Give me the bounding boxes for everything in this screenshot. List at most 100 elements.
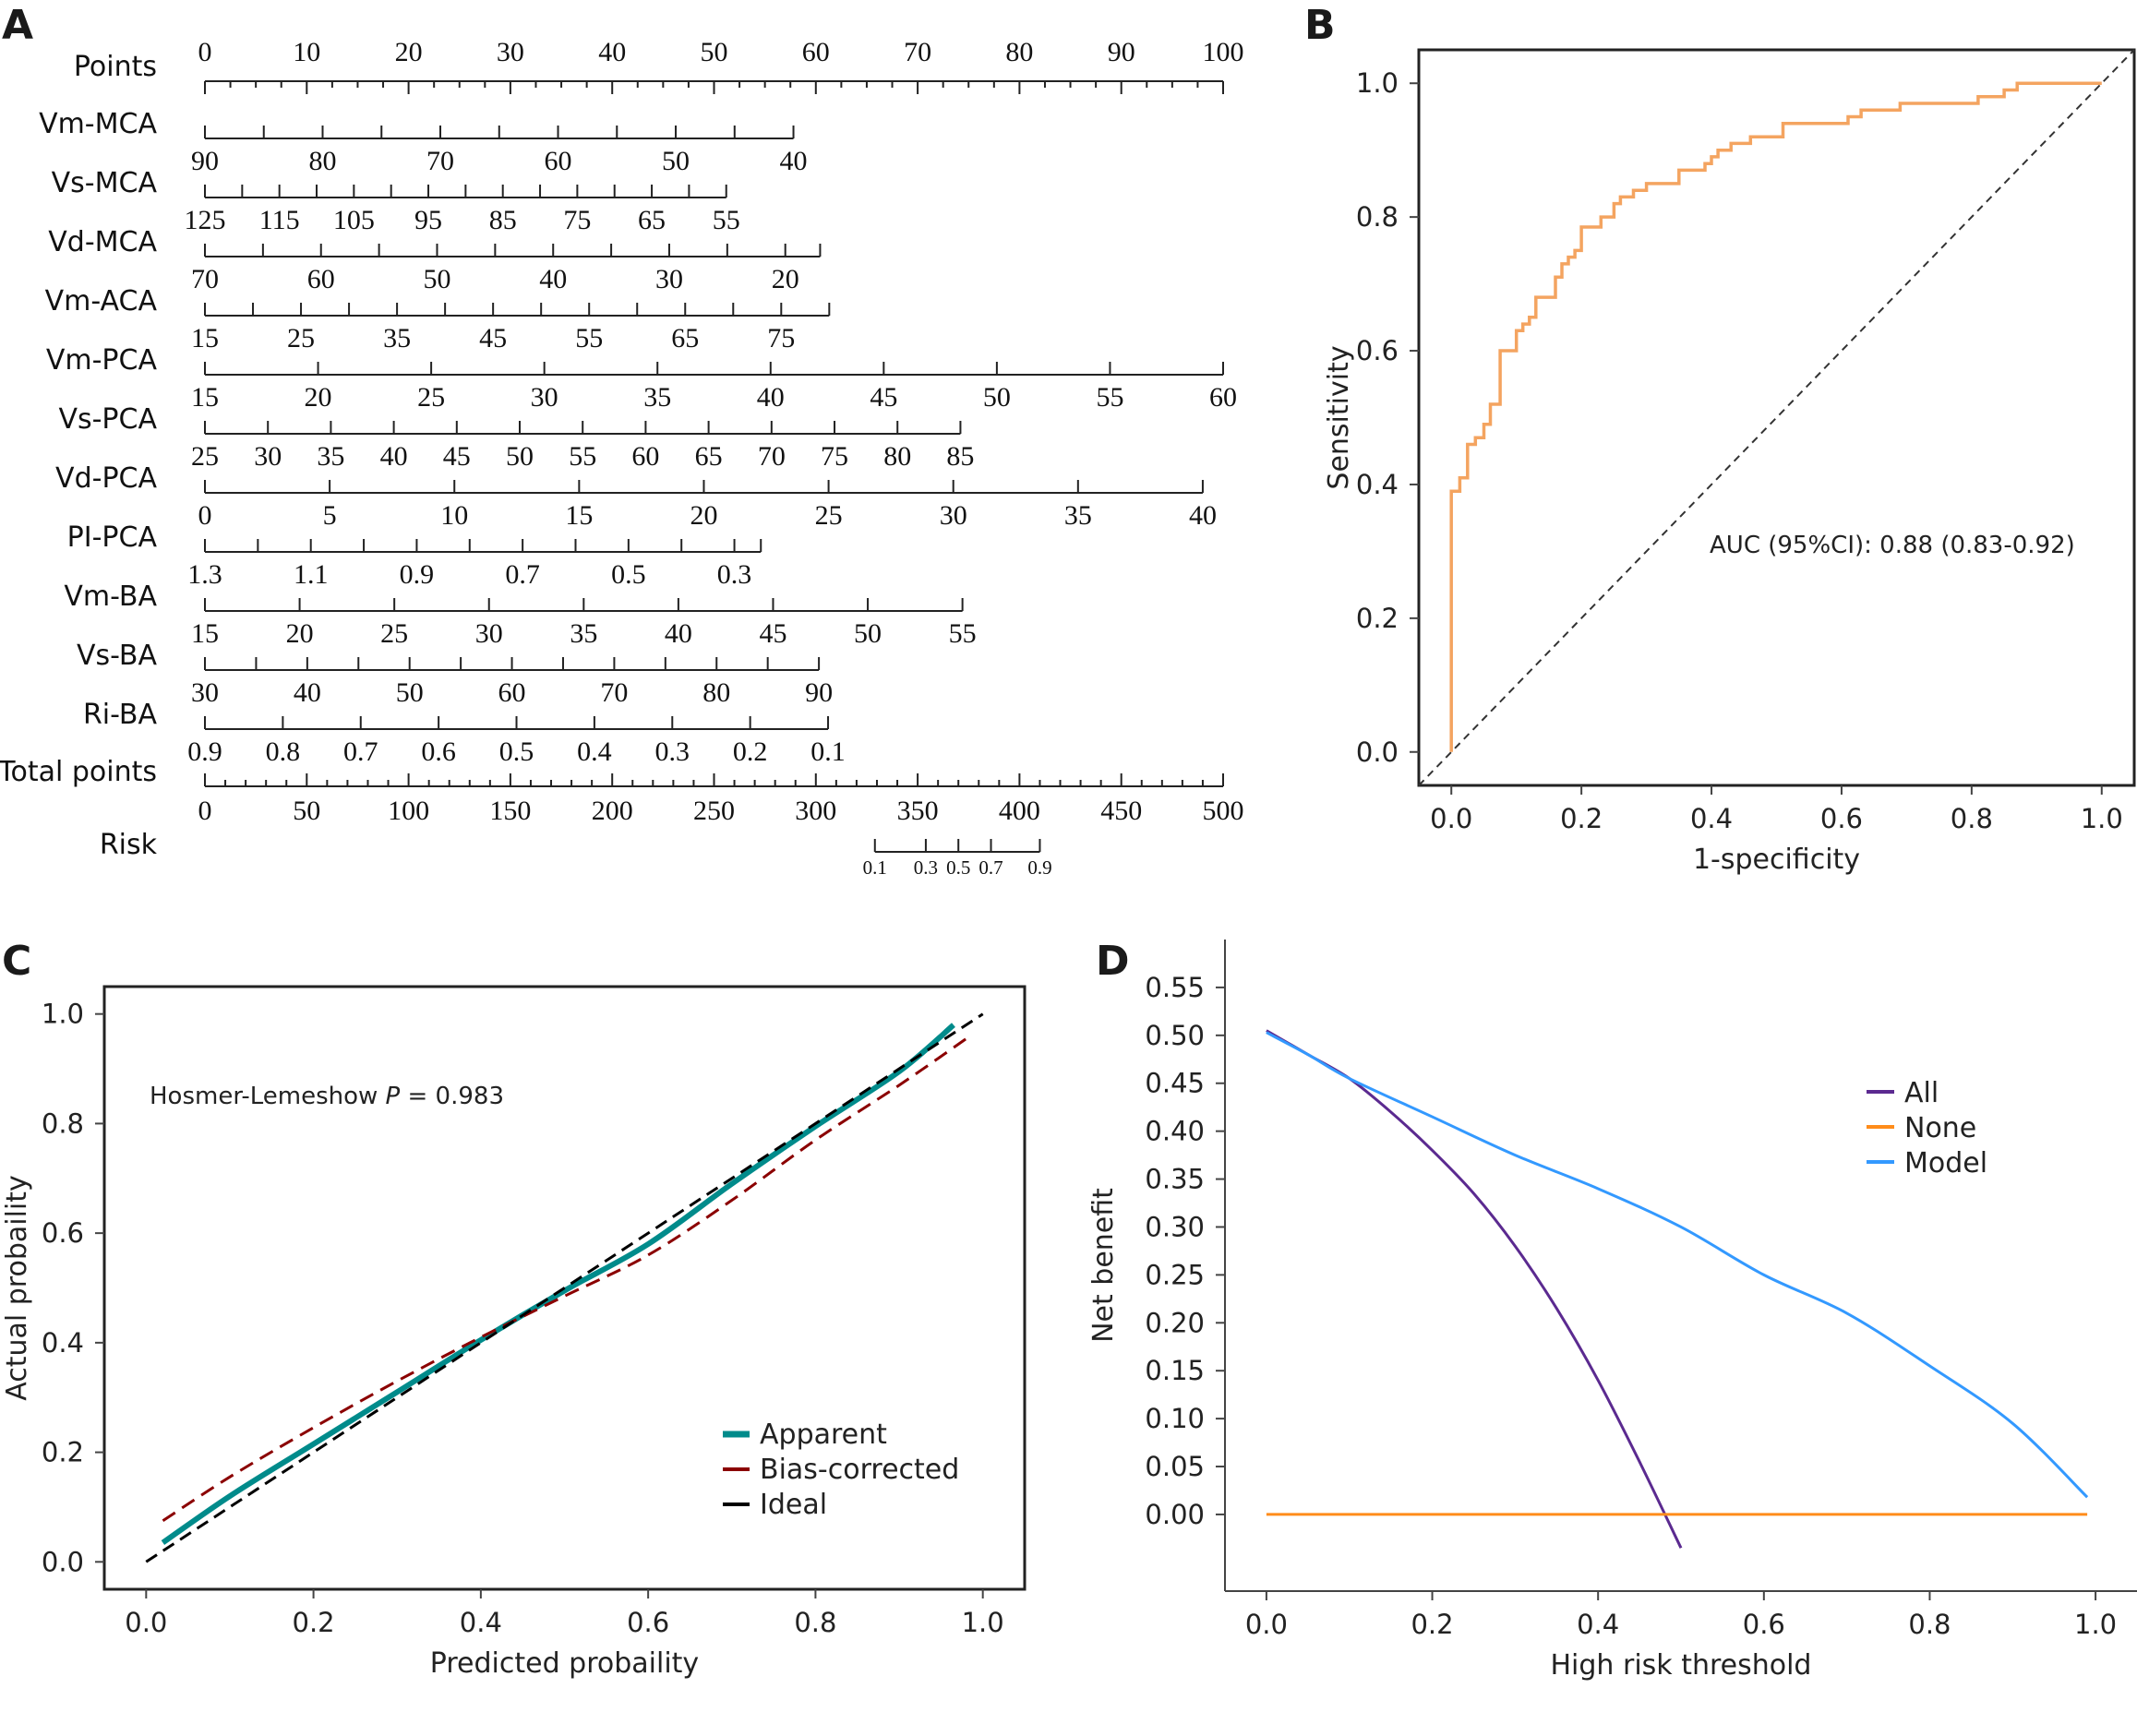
points-tick-label: 30 bbox=[497, 37, 524, 67]
y-tick-label: 0.35 bbox=[1145, 1164, 1205, 1195]
scale-tick-label: 55 bbox=[949, 618, 977, 649]
scale-tick-label: 50 bbox=[983, 382, 1011, 413]
x-tick-label: 0.4 bbox=[460, 1607, 502, 1638]
calibration-line-ideal bbox=[145, 1012, 984, 1563]
y-axis-title: Actual probaility bbox=[1, 1175, 33, 1401]
nomogram-row-label: Total points bbox=[0, 756, 157, 788]
x-tick-label: 0.6 bbox=[627, 1607, 669, 1638]
scale-tick-label: 50 bbox=[506, 441, 534, 472]
scale-tick-label: 15 bbox=[191, 618, 219, 649]
y-axis-title: Sensitivity bbox=[1323, 345, 1355, 489]
scale-tick-label: 1.3 bbox=[187, 559, 222, 590]
decision-curve-panel: 0.0 0.2 0.4 0.6 0.8 1.0 0.00 0.05 0.10 0.15 0.20 0.… bbox=[1087, 940, 2137, 1682]
x-tick-label: 0.2 bbox=[1411, 1609, 1453, 1640]
scale-tick-label: 30 bbox=[940, 500, 967, 531]
total-tick-label: 100 bbox=[388, 796, 429, 826]
scale-tick-label: 15 bbox=[565, 500, 593, 531]
calibration-line-apparent bbox=[161, 1023, 955, 1546]
scale-tick-label: 30 bbox=[191, 677, 219, 708]
y-tick-label: 0.0 bbox=[1356, 736, 1399, 768]
scale-tick-label: 25 bbox=[380, 618, 408, 649]
dca-line-all bbox=[1266, 1029, 1683, 1549]
nomogram-row-label: Vm-BA bbox=[64, 581, 157, 613]
y-tick-label: 0.0 bbox=[42, 1546, 84, 1577]
y-axis-title: Net benefit bbox=[1087, 1188, 1120, 1343]
scale-tick-label: 20 bbox=[772, 264, 799, 294]
scale-tick-label: 45 bbox=[759, 618, 786, 649]
scale-tick-label: 0.1 bbox=[810, 736, 846, 767]
y-tick-label: 0.00 bbox=[1145, 1499, 1205, 1530]
points-tick-label: 40 bbox=[598, 37, 626, 67]
scale-tick-label: 70 bbox=[426, 146, 454, 176]
y-tick-label: 0.30 bbox=[1145, 1211, 1205, 1242]
scale-tick-label: 55 bbox=[569, 441, 596, 472]
scale-tick-label: 20 bbox=[305, 382, 332, 413]
scale-tick-label: 5 bbox=[323, 500, 337, 531]
scale-tick-label: 40 bbox=[1189, 500, 1217, 531]
points-tick-label: 70 bbox=[904, 37, 931, 67]
scale-tick-label: 35 bbox=[570, 618, 597, 649]
x-tick-label: 0.8 bbox=[794, 1607, 836, 1638]
scale-tick-label: 40 bbox=[380, 441, 408, 472]
y-tick-label: 0.4 bbox=[42, 1327, 84, 1359]
y-tick-label: 0.6 bbox=[42, 1217, 84, 1249]
scale-tick-label: 45 bbox=[479, 323, 507, 353]
points-tick-label: 0 bbox=[198, 37, 212, 67]
scale-tick-label: 35 bbox=[643, 382, 671, 413]
scale-tick-label: 50 bbox=[854, 618, 882, 649]
scale-tick-label: 0.4 bbox=[577, 736, 612, 767]
scale-tick-label: 70 bbox=[758, 441, 786, 472]
scale-tick-label: 80 bbox=[309, 146, 337, 176]
y-tick-label: 0.50 bbox=[1145, 1020, 1205, 1051]
scale-tick-label: 40 bbox=[757, 382, 785, 413]
points-tick-label: 80 bbox=[1005, 37, 1033, 67]
y-tick-label: 1.0 bbox=[42, 999, 84, 1030]
points-tick-label: 60 bbox=[802, 37, 830, 67]
scale-tick-label: 45 bbox=[443, 441, 471, 472]
scale-tick-label: 20 bbox=[690, 500, 717, 531]
roc-panel: 0.0 0.2 0.4 0.6 0.8 1.0 0.0 0.2 0.4 0.6 0.8 1.0 1-sp… bbox=[1323, 48, 2136, 876]
total-tick-label: 500 bbox=[1203, 796, 1244, 826]
y-tick-label: 0.10 bbox=[1145, 1403, 1205, 1434]
nomogram-row-label: Vd-PCA bbox=[55, 462, 157, 495]
scale-tick-label: 70 bbox=[600, 677, 628, 708]
y-tick-label: 0.55 bbox=[1145, 972, 1205, 1003]
scale-tick-label: 50 bbox=[396, 677, 424, 708]
legend-label: Apparent bbox=[760, 1419, 887, 1451]
legend-label: All bbox=[1904, 1077, 1939, 1109]
nomogram-row-label: Vm-ACA bbox=[45, 285, 158, 317]
legend-label: Bias-corrected bbox=[760, 1454, 959, 1486]
scale-tick-label: 40 bbox=[294, 677, 321, 708]
scale-tick-label: 0.7 bbox=[343, 736, 378, 767]
annotation-value: = 0.983 bbox=[400, 1083, 504, 1110]
y-tick-label: 1.0 bbox=[1356, 67, 1399, 99]
scale-tick-label: 0.5 bbox=[499, 736, 534, 767]
scale-tick-label: 75 bbox=[767, 323, 795, 353]
scale-tick-label: 30 bbox=[655, 264, 683, 294]
y-tick-label: 0.4 bbox=[1356, 469, 1399, 500]
scale-tick-label: 1.1 bbox=[294, 559, 329, 590]
points-tick-label: 90 bbox=[1108, 37, 1135, 67]
total-tick-label: 450 bbox=[1100, 796, 1142, 826]
risk-tick-label: 0.3 bbox=[914, 856, 938, 879]
points-tick-label: 20 bbox=[395, 37, 423, 67]
scale-tick-label: 15 bbox=[191, 382, 219, 413]
scale-tick-label: 85 bbox=[489, 205, 517, 235]
scale-tick-label: 95 bbox=[414, 205, 442, 235]
total-tick-label: 50 bbox=[293, 796, 320, 826]
scale-tick-label: 0.8 bbox=[266, 736, 301, 767]
x-tick-label: 0.2 bbox=[293, 1607, 335, 1638]
auc-annotation: AUC (95%CI): 0.88 (0.83-0.92) bbox=[1710, 532, 2075, 559]
scale-tick-label: 30 bbox=[531, 382, 558, 413]
scale-tick-label: 50 bbox=[662, 146, 690, 176]
x-tick-label: 0.8 bbox=[1908, 1609, 1951, 1640]
risk-tick-label: 0.7 bbox=[978, 856, 1002, 879]
points-tick-label: 10 bbox=[293, 37, 320, 67]
nomogram-row-label: Vd-MCA bbox=[48, 226, 157, 258]
nomogram-row-label: Vs-PCA bbox=[58, 403, 157, 436]
scale-tick-label: 50 bbox=[423, 264, 450, 294]
reference-diagonal bbox=[1418, 49, 2135, 786]
scale-tick-label: 0.3 bbox=[655, 736, 690, 767]
scale-tick-label: 10 bbox=[440, 500, 468, 531]
